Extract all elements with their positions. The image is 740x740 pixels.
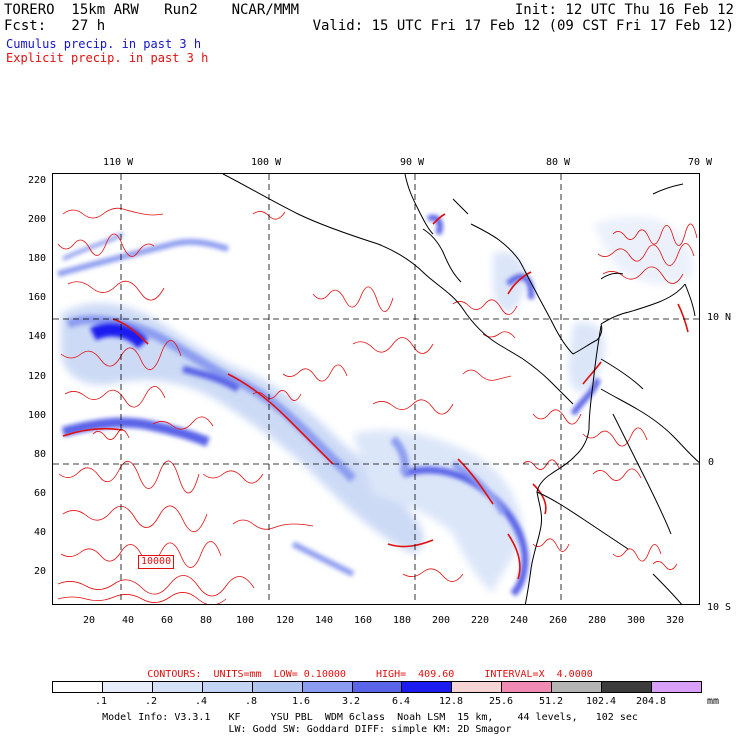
- y-tick: 80: [33, 449, 46, 460]
- map-canvas: [53, 174, 699, 604]
- colorbar-units: mm: [707, 696, 720, 707]
- colorbar-label: 6.4: [391, 696, 411, 707]
- colorbar-label: 25.6: [488, 696, 514, 707]
- lat-lon-grid: [53, 174, 699, 604]
- colorbar-label: .1: [94, 696, 108, 707]
- contour-info: CONTOURS: UNITS=mm LOW= 0.10000 HIGH= 40…: [147, 669, 593, 680]
- x-tick: 280: [587, 615, 607, 626]
- x-tick: 120: [275, 615, 295, 626]
- x-tick: 200: [431, 615, 451, 626]
- colorbar-swatch: [552, 682, 603, 692]
- contour-value-label: 10000: [138, 555, 175, 569]
- precip-colorbar: [52, 681, 702, 693]
- header-model-title: TORERO 15km ARW Run2 NCAR/MMM: [4, 2, 300, 18]
- y-tick: 60: [33, 488, 46, 499]
- coastlines: [222, 174, 699, 604]
- x-tick: 300: [626, 615, 646, 626]
- legend-cumulus-precip: Cumulus precip. in past 3 h: [6, 37, 202, 51]
- y-tick: 20: [33, 566, 46, 577]
- colorbar-swatch: [302, 682, 353, 692]
- lon-label-90w: 90 W: [399, 157, 425, 168]
- colorbar-swatch: [152, 682, 203, 692]
- x-tick: 220: [470, 615, 490, 626]
- lon-label-110w: 110 W: [102, 157, 134, 168]
- colorbar-swatch: [102, 682, 153, 692]
- x-tick: 80: [199, 615, 213, 626]
- lon-label-80w: 80 W: [545, 157, 571, 168]
- y-tick: 100: [27, 410, 46, 421]
- cumulus-precip-light: [61, 216, 693, 594]
- colorbar-swatch: [402, 682, 453, 692]
- colorbar-label: 12.8: [438, 696, 464, 707]
- model-info-line1: Model Info: V3.3.1 KF YSU PBL WDM 6class…: [102, 712, 638, 723]
- y-tick: 200: [27, 214, 46, 225]
- colorbar-label: 51.2: [538, 696, 564, 707]
- colorbar-label: 204.8: [635, 696, 667, 707]
- colorbar-label: .2: [144, 696, 158, 707]
- colorbar-swatch: [652, 682, 701, 692]
- x-tick: 140: [314, 615, 334, 626]
- colorbar-swatch: [502, 682, 553, 692]
- lon-label-100w: 100 W: [250, 157, 282, 168]
- colorbar-label: 1.6: [291, 696, 311, 707]
- model-info-line2: LW: Godd SW: Goddard DIFF: simple KM: 2D…: [228, 724, 512, 735]
- header-valid-time: Valid: 15 UTC Fri 17 Feb 12 (09 CST Fri …: [312, 18, 734, 34]
- lat-label-10s: 10 S: [707, 602, 732, 613]
- x-tick: 160: [353, 615, 373, 626]
- y-tick: 120: [27, 371, 46, 382]
- precipitation-map: 10000: [52, 173, 700, 605]
- y-tick: 160: [27, 292, 46, 303]
- x-tick: 320: [665, 615, 685, 626]
- colorbar-label: 102.4: [585, 696, 617, 707]
- explicit-precip-contours: [57, 207, 698, 604]
- colorbar-swatch: [53, 682, 103, 692]
- y-tick: 140: [27, 331, 46, 342]
- colorbar-swatch: [602, 682, 653, 692]
- y-tick: 220: [27, 175, 46, 186]
- header-forecast-hour: Fcst: 27 h: [4, 18, 106, 34]
- colorbar-swatch: [202, 682, 253, 692]
- colorbar-swatch: [352, 682, 403, 692]
- lon-label-70w: 70 W: [687, 157, 713, 168]
- x-tick: 20: [82, 615, 96, 626]
- y-tick: 180: [27, 253, 46, 264]
- x-tick: 260: [548, 615, 568, 626]
- legend-explicit-precip: Explicit precip. in past 3 h: [6, 51, 209, 65]
- colorbar-label: .4: [194, 696, 208, 707]
- x-tick: 240: [509, 615, 529, 626]
- explicit-precip-clusters: [62, 213, 689, 580]
- colorbar-label: 3.2: [341, 696, 361, 707]
- lat-label-0: 0: [708, 457, 715, 468]
- x-tick: 180: [392, 615, 412, 626]
- cumulus-precip-heavy: [57, 214, 601, 597]
- colorbar-swatch: [452, 682, 503, 692]
- x-tick: 40: [121, 615, 135, 626]
- lat-label-10n: 10 N: [707, 312, 732, 323]
- header-init-time: Init: 12 UTC Thu 16 Feb 12: [514, 2, 734, 18]
- y-tick: 40: [33, 527, 46, 538]
- colorbar-label: .8: [244, 696, 258, 707]
- colorbar-swatch: [252, 682, 303, 692]
- x-tick: 100: [235, 615, 255, 626]
- x-tick: 60: [160, 615, 174, 626]
